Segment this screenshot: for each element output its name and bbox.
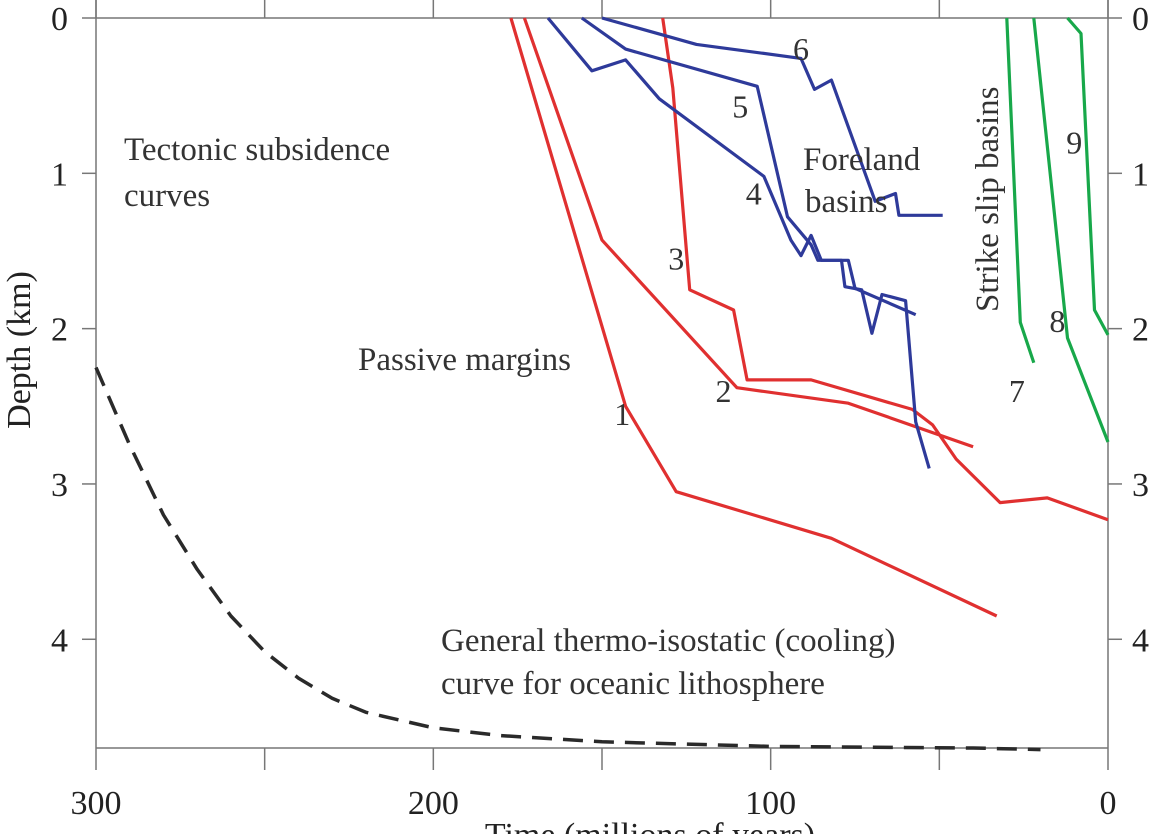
y-tick-label-left: 1 — [51, 156, 68, 193]
y-tick-label-right: 2 — [1132, 312, 1149, 349]
y-tick-label-right: 4 — [1132, 622, 1149, 659]
x-tick-label: 200 — [408, 785, 459, 822]
curve-7 — [1005, 17, 1036, 364]
strike-slip-annotation: Strike slip basins — [970, 86, 1006, 312]
curve-8 — [1032, 17, 1110, 443]
foreland-annotation-line2: basins — [805, 184, 888, 220]
curve-label-3: 3 — [668, 241, 684, 277]
curve-label-7: 7 — [1009, 373, 1025, 409]
cooling-curve — [94, 366, 1041, 752]
curve-label-8: 8 — [1049, 303, 1065, 339]
y-tick-label-left: 4 — [51, 622, 68, 659]
y-tick-label-left: 0 — [51, 1, 68, 38]
curve-label-4: 4 — [746, 176, 762, 212]
tectonic-annotation-line2: curves — [124, 178, 210, 214]
y-tick-label-right: 0 — [1132, 1, 1149, 38]
tectonic-annotation-line1: Tectonic subsidence — [124, 132, 390, 168]
curves — [94, 16, 1110, 752]
cooling-annotation-line2: curve for oceanic lithosphere — [441, 666, 825, 702]
curve-1 — [509, 17, 998, 618]
curve-labels: 1 2 3 4 5 6 78 9 — [614, 31, 1082, 432]
curve-label-6: 6 — [793, 31, 809, 67]
curve-2 — [522, 17, 974, 449]
cooling-annotation-line1: General thermo-isostatic (cooling) — [441, 623, 896, 659]
x-tick-label: 0 — [1100, 785, 1117, 822]
y-tick-label-left: 2 — [51, 312, 68, 349]
passive-margins-annotation: Passive margins — [358, 342, 571, 378]
axis-ticks: 300 200 100 0 0 0 1 1 2 2 3 3 4 4 — [51, 0, 1149, 822]
x-axis-title: Time (millions of years) — [485, 817, 815, 834]
curve-3 — [661, 17, 1109, 522]
curve-label-5: 5 — [732, 89, 748, 125]
curve-label-9: 9 — [1066, 124, 1082, 160]
y-axis-title: Depth (km) — [1, 271, 38, 429]
foreland-annotation-line1: Foreland — [803, 142, 921, 178]
curve-5 — [580, 16, 917, 317]
x-tick-label: 100 — [745, 785, 796, 822]
curve-label-2: 2 — [715, 373, 731, 409]
x-tick-label: 300 — [71, 785, 122, 822]
curve-9 — [1066, 16, 1110, 336]
y-tick-label-right: 3 — [1132, 467, 1149, 504]
curve-label-1: 1 — [614, 396, 630, 432]
curve-6 — [601, 16, 943, 217]
y-tick-label-right: 1 — [1132, 156, 1149, 193]
y-tick-label-left: 3 — [51, 467, 68, 504]
